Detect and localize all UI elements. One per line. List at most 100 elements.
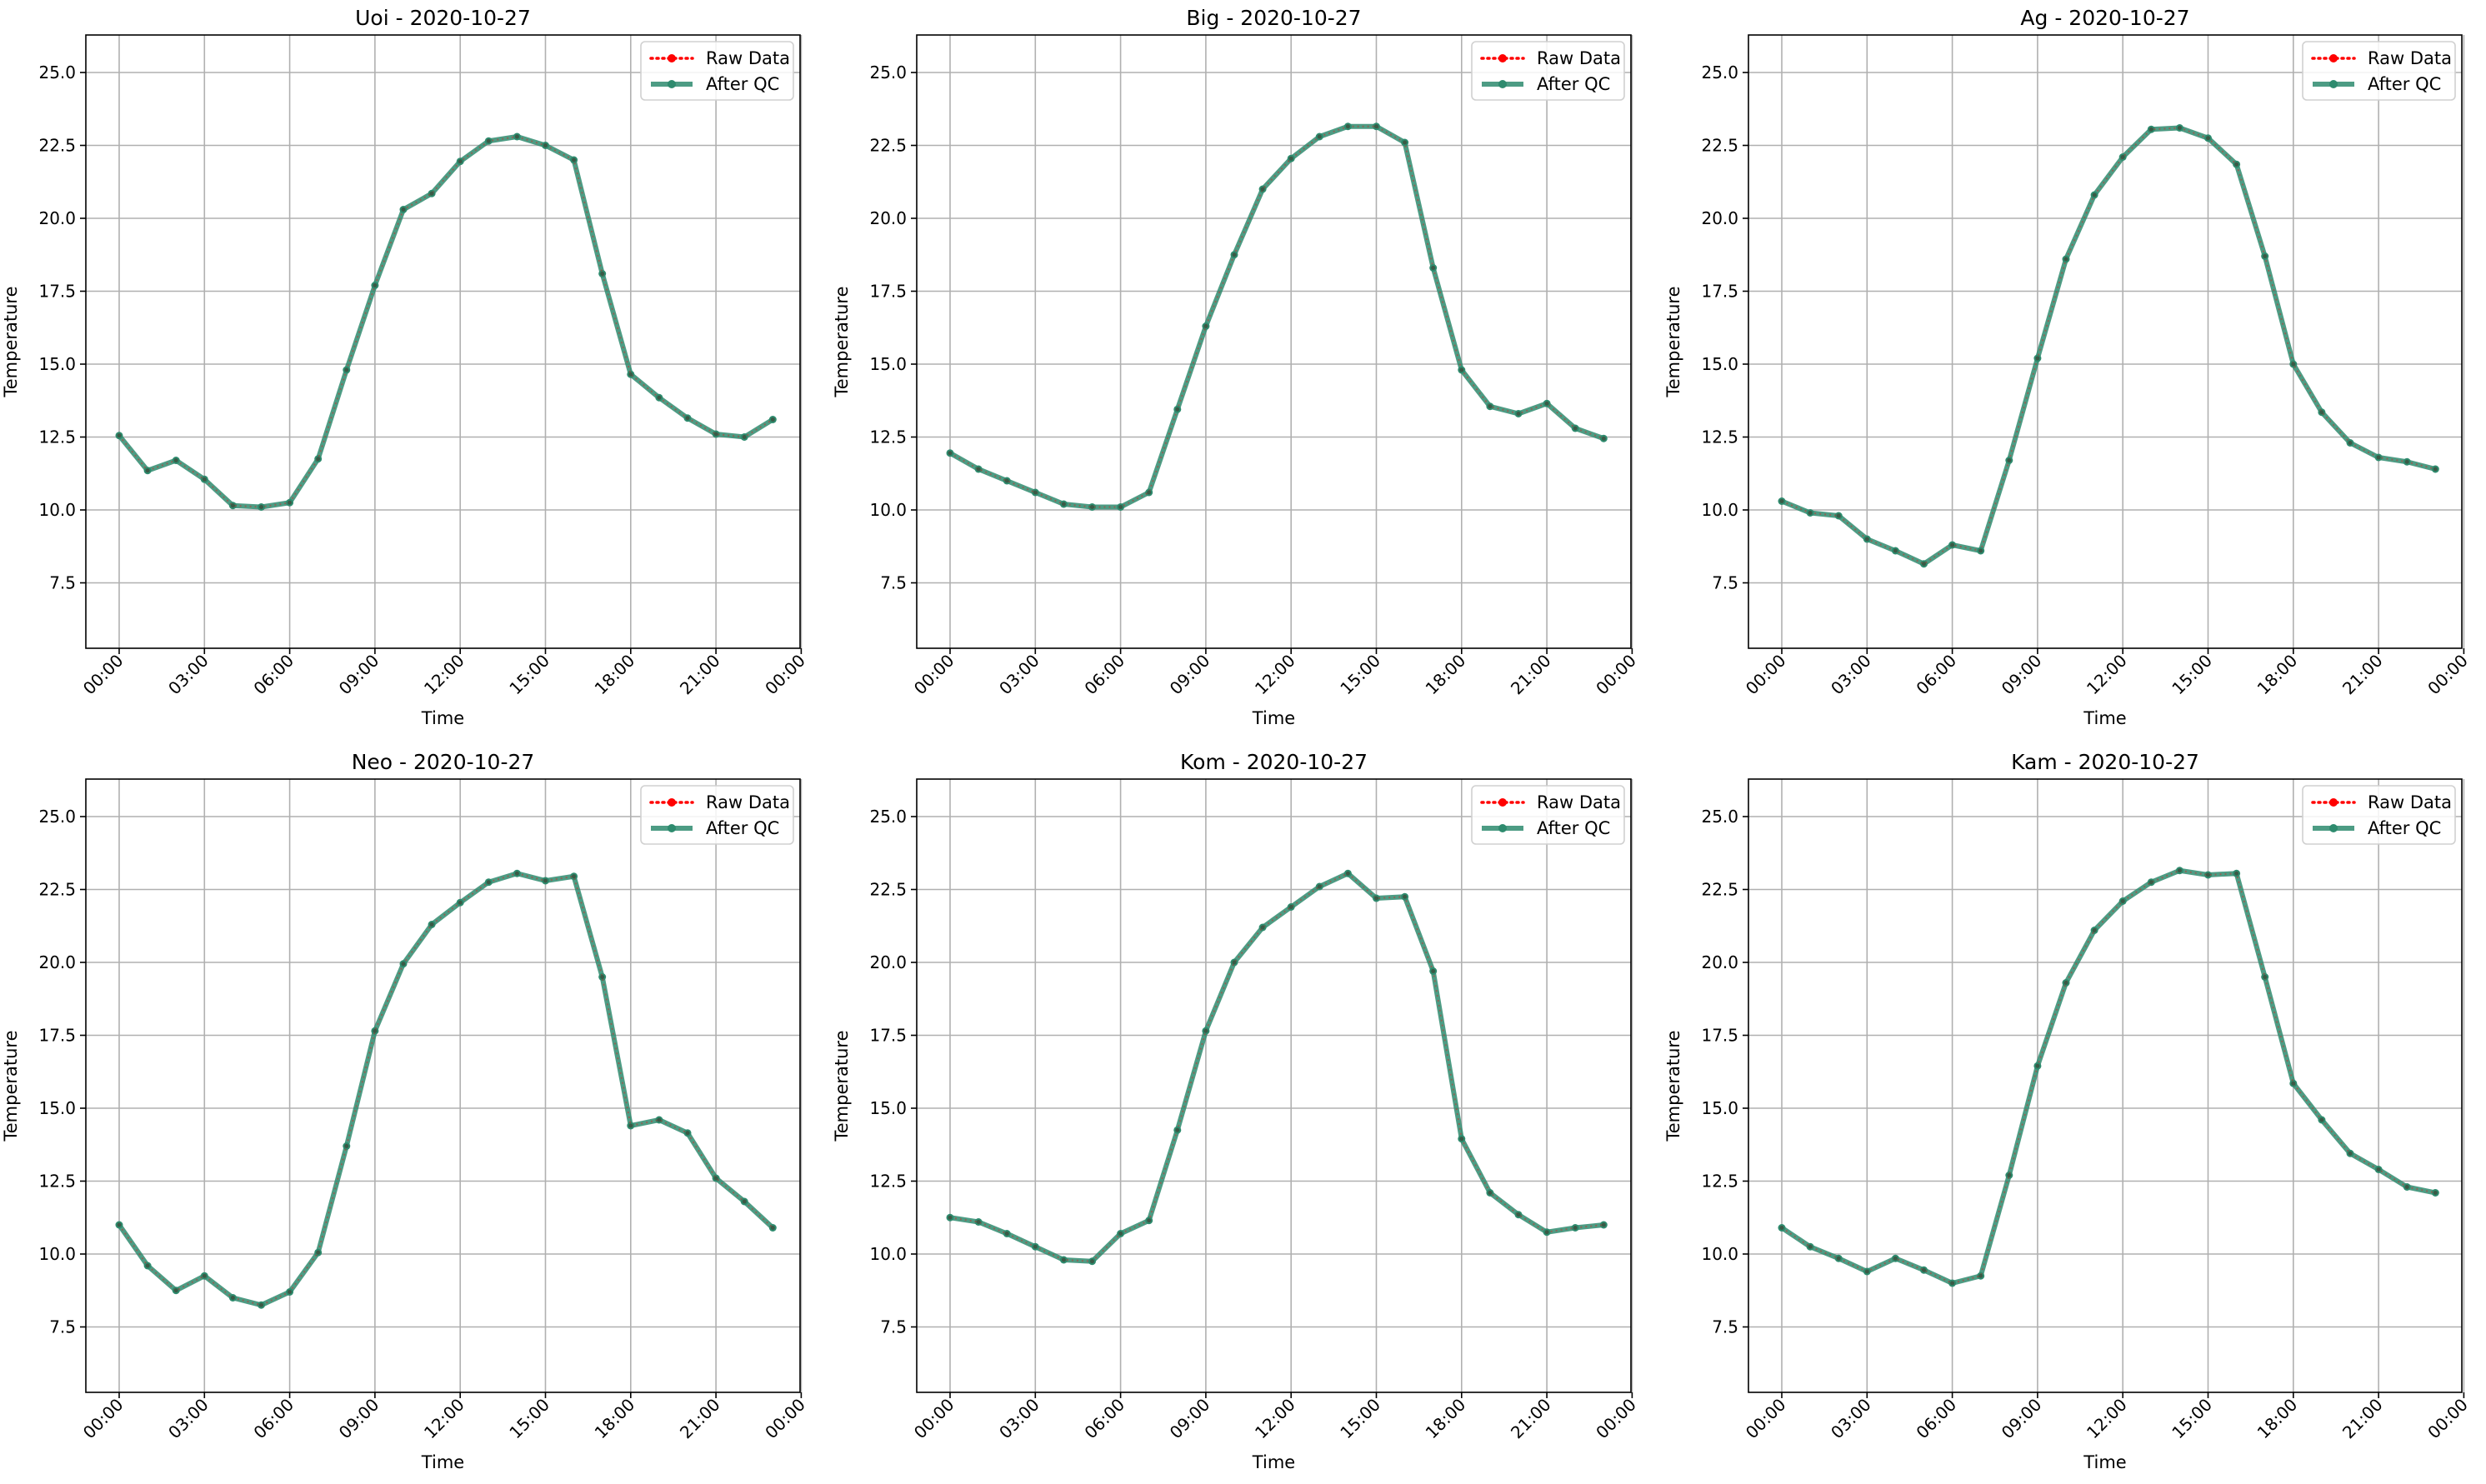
raw-point	[572, 874, 577, 879]
raw-point	[1431, 266, 1436, 270]
raw-point	[202, 1273, 207, 1278]
y-tick-label: 17.5	[869, 282, 907, 302]
raw-point	[2063, 257, 2068, 262]
x-tick-label: 00:00	[1592, 651, 1640, 699]
raw-point	[1893, 1256, 1898, 1261]
raw-point	[948, 1215, 953, 1220]
grid-lines	[1748, 35, 2465, 648]
x-tick-label: 06:00	[1912, 651, 1960, 699]
axes-frame	[916, 778, 1632, 1393]
raw-point	[1061, 1257, 1066, 1262]
x-tick-label: 21:00	[2338, 1395, 2387, 1443]
raw-point	[2035, 356, 2040, 361]
raw-point	[1431, 969, 1436, 973]
raw-point	[742, 1199, 747, 1204]
y-tick-label: 22.5	[1701, 880, 1738, 900]
series-after-qc-line	[948, 123, 1605, 510]
raw-point	[288, 500, 293, 505]
raw-point	[458, 159, 463, 164]
raw-point	[976, 1220, 981, 1224]
raw-point	[1175, 407, 1180, 412]
raw-point	[373, 1028, 378, 1033]
y-tick-label: 10.0	[1701, 1244, 1738, 1264]
grid-lines	[86, 35, 803, 648]
legend-raw-marker	[2329, 54, 2338, 62]
raw-point	[514, 134, 519, 139]
raw-point	[2177, 126, 2182, 130]
x-tick-label: 03:00	[995, 651, 1043, 699]
grid-lines	[917, 35, 1633, 648]
x-tick-label: 00:00	[79, 1395, 128, 1443]
raw-point	[2376, 1167, 2381, 1172]
raw-point	[117, 1222, 122, 1227]
legend-raw-marker	[668, 54, 676, 62]
x-tick-label: 00:00	[761, 1395, 809, 1443]
legend: Raw Data After QC	[2302, 785, 2456, 845]
raw-point	[657, 395, 662, 400]
x-tick-label: 00:00	[2423, 1395, 2472, 1443]
y-tick-label: 22.5	[38, 880, 76, 900]
x-tick-label: 03:00	[164, 651, 213, 699]
x-tick-label: 09:00	[1998, 1395, 2046, 1443]
raw-point	[1516, 1212, 1521, 1217]
legend-qc-marker	[2329, 824, 2338, 832]
raw-point	[1090, 505, 1094, 509]
raw-point	[2433, 1191, 2438, 1195]
legend-raw-label: Raw Data	[1537, 48, 1621, 68]
raw-point	[1978, 548, 1983, 553]
legend-qc-marker	[1498, 824, 1507, 832]
legend-qc-marker	[668, 824, 676, 832]
raw-point	[486, 880, 491, 885]
y-tick-label: 20.0	[38, 952, 76, 972]
raw-point	[1147, 490, 1152, 495]
x-tick-label: 15:00	[2168, 1395, 2216, 1443]
raw-point	[230, 1296, 235, 1300]
y-tick-label: 12.5	[1701, 427, 1738, 447]
legend-raw-label: Raw Data	[2368, 792, 2452, 812]
x-tick-label: 00:00	[910, 1395, 958, 1443]
y-tick-label: 12.5	[869, 1172, 907, 1192]
raw-point	[1004, 478, 1009, 483]
raw-point	[2291, 1081, 2296, 1086]
y-tick-label: 15.0	[38, 354, 76, 374]
legend-qc-marker	[2329, 80, 2338, 88]
raw-point	[2063, 981, 2068, 985]
chart-panel-1: 7.5 10.0 12.5 15.0 17.5 20.0 22.5 25.0 00:00 03:0…	[1, 6, 809, 728]
y-tick-label: 17.5	[1701, 282, 1738, 302]
y-tick-label: 15.0	[869, 1098, 907, 1118]
raw-point	[1459, 1137, 1464, 1142]
y-tick-label: 17.5	[38, 1026, 76, 1046]
x-tick-label: 06:00	[249, 1395, 298, 1443]
y-tick-label: 25.0	[38, 62, 76, 82]
axes-frame	[916, 34, 1632, 649]
raw-point	[2319, 1117, 2324, 1122]
axes-frame	[1748, 778, 2463, 1393]
raw-point	[948, 451, 953, 456]
x-tick-label: 09:00	[1998, 651, 2046, 699]
raw-point	[1288, 156, 1293, 161]
legend-raw-marker	[1498, 54, 1507, 62]
raw-point	[1808, 1244, 1813, 1249]
y-tick-label: 10.0	[869, 1244, 907, 1264]
x-tick-label: 09:00	[335, 1395, 383, 1443]
series-raw-line	[1781, 127, 2436, 565]
axes-frame	[85, 34, 801, 649]
y-tick-label: 17.5	[38, 282, 76, 302]
raw-point	[2007, 458, 2012, 462]
x-axis-label: Time	[1252, 708, 1295, 728]
legend-raw-label: Raw Data	[706, 48, 790, 68]
raw-point	[1004, 1232, 1009, 1236]
raw-point	[2120, 155, 2125, 159]
raw-point	[1922, 562, 1926, 567]
y-tick-label: 22.5	[38, 136, 76, 156]
x-tick-label: 03:00	[1827, 1395, 1875, 1443]
raw-point	[1090, 1259, 1094, 1264]
raw-point	[1836, 1256, 1841, 1261]
legend-qc-label: After QC	[706, 74, 779, 94]
raw-point	[543, 143, 548, 147]
raw-point	[1893, 548, 1898, 553]
y-tick-label: 12.5	[869, 427, 907, 447]
raw-point	[486, 138, 491, 143]
raw-point	[316, 1250, 321, 1255]
y-tick-label: 7.5	[49, 1317, 76, 1337]
